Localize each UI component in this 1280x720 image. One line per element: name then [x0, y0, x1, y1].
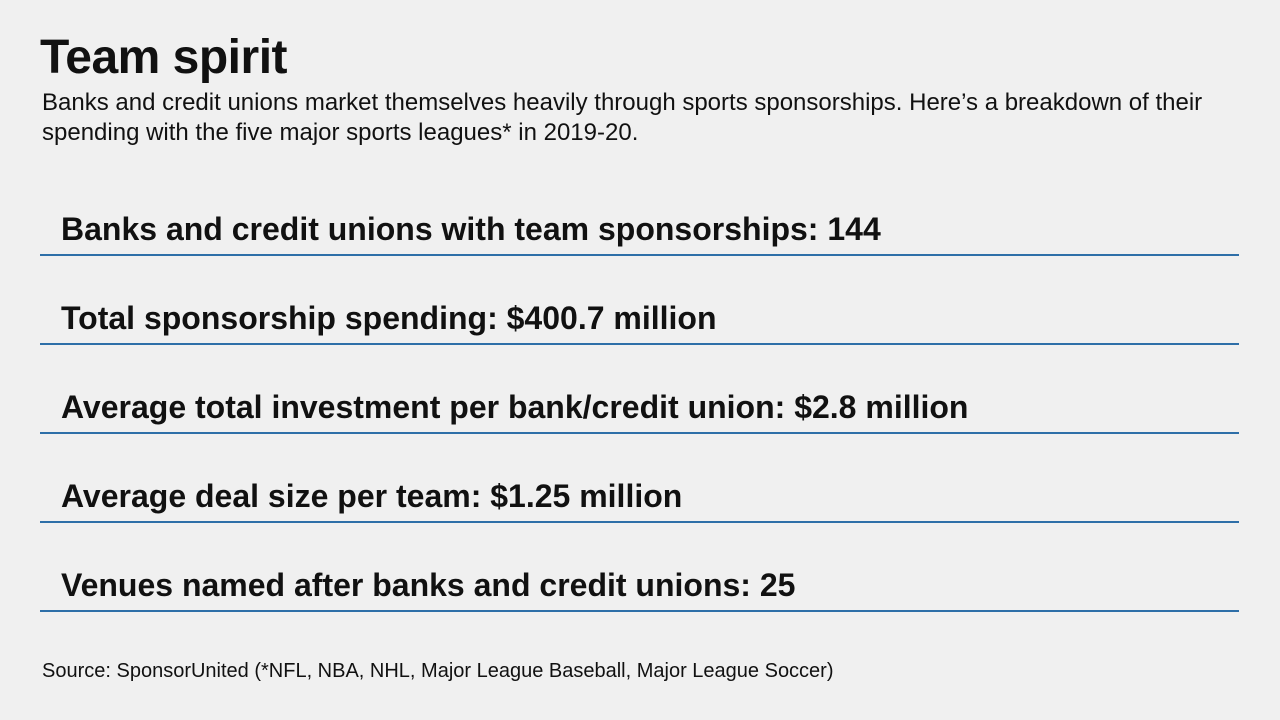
stat-row-average-deal-size: Average deal size per team: $1.25 millio… [40, 462, 1239, 551]
stat-divider [40, 521, 1239, 523]
stat-row-average-investment: Average total investment per bank/credit… [40, 373, 1239, 462]
stat-row-named-venues: Venues named after banks and credit unio… [40, 551, 1239, 640]
stat-average-investment: Average total investment per bank/credit… [61, 389, 969, 425]
stat-row-total-spending: Total sponsorship spending: $400.7 milli… [40, 284, 1239, 373]
stat-sponsor-count: Banks and credit unions with team sponso… [61, 211, 881, 247]
stat-divider [40, 254, 1239, 256]
stat-named-venues: Venues named after banks and credit unio… [61, 567, 796, 603]
source-note: Source: SponsorUnited (*NFL, NBA, NHL, M… [42, 660, 834, 682]
page-title: Team spirit [40, 31, 288, 84]
stat-total-spending: Total sponsorship spending: $400.7 milli… [61, 300, 717, 336]
stat-row-sponsor-count: Banks and credit unions with team sponso… [40, 195, 1239, 284]
stats-list: Banks and credit unions with team sponso… [40, 195, 1239, 640]
stat-divider [40, 343, 1239, 345]
stat-average-deal-size: Average deal size per team: $1.25 millio… [61, 478, 683, 514]
stat-divider [40, 610, 1239, 612]
stat-divider [40, 432, 1239, 434]
page-subtitle: Banks and credit unions market themselve… [42, 89, 1203, 146]
